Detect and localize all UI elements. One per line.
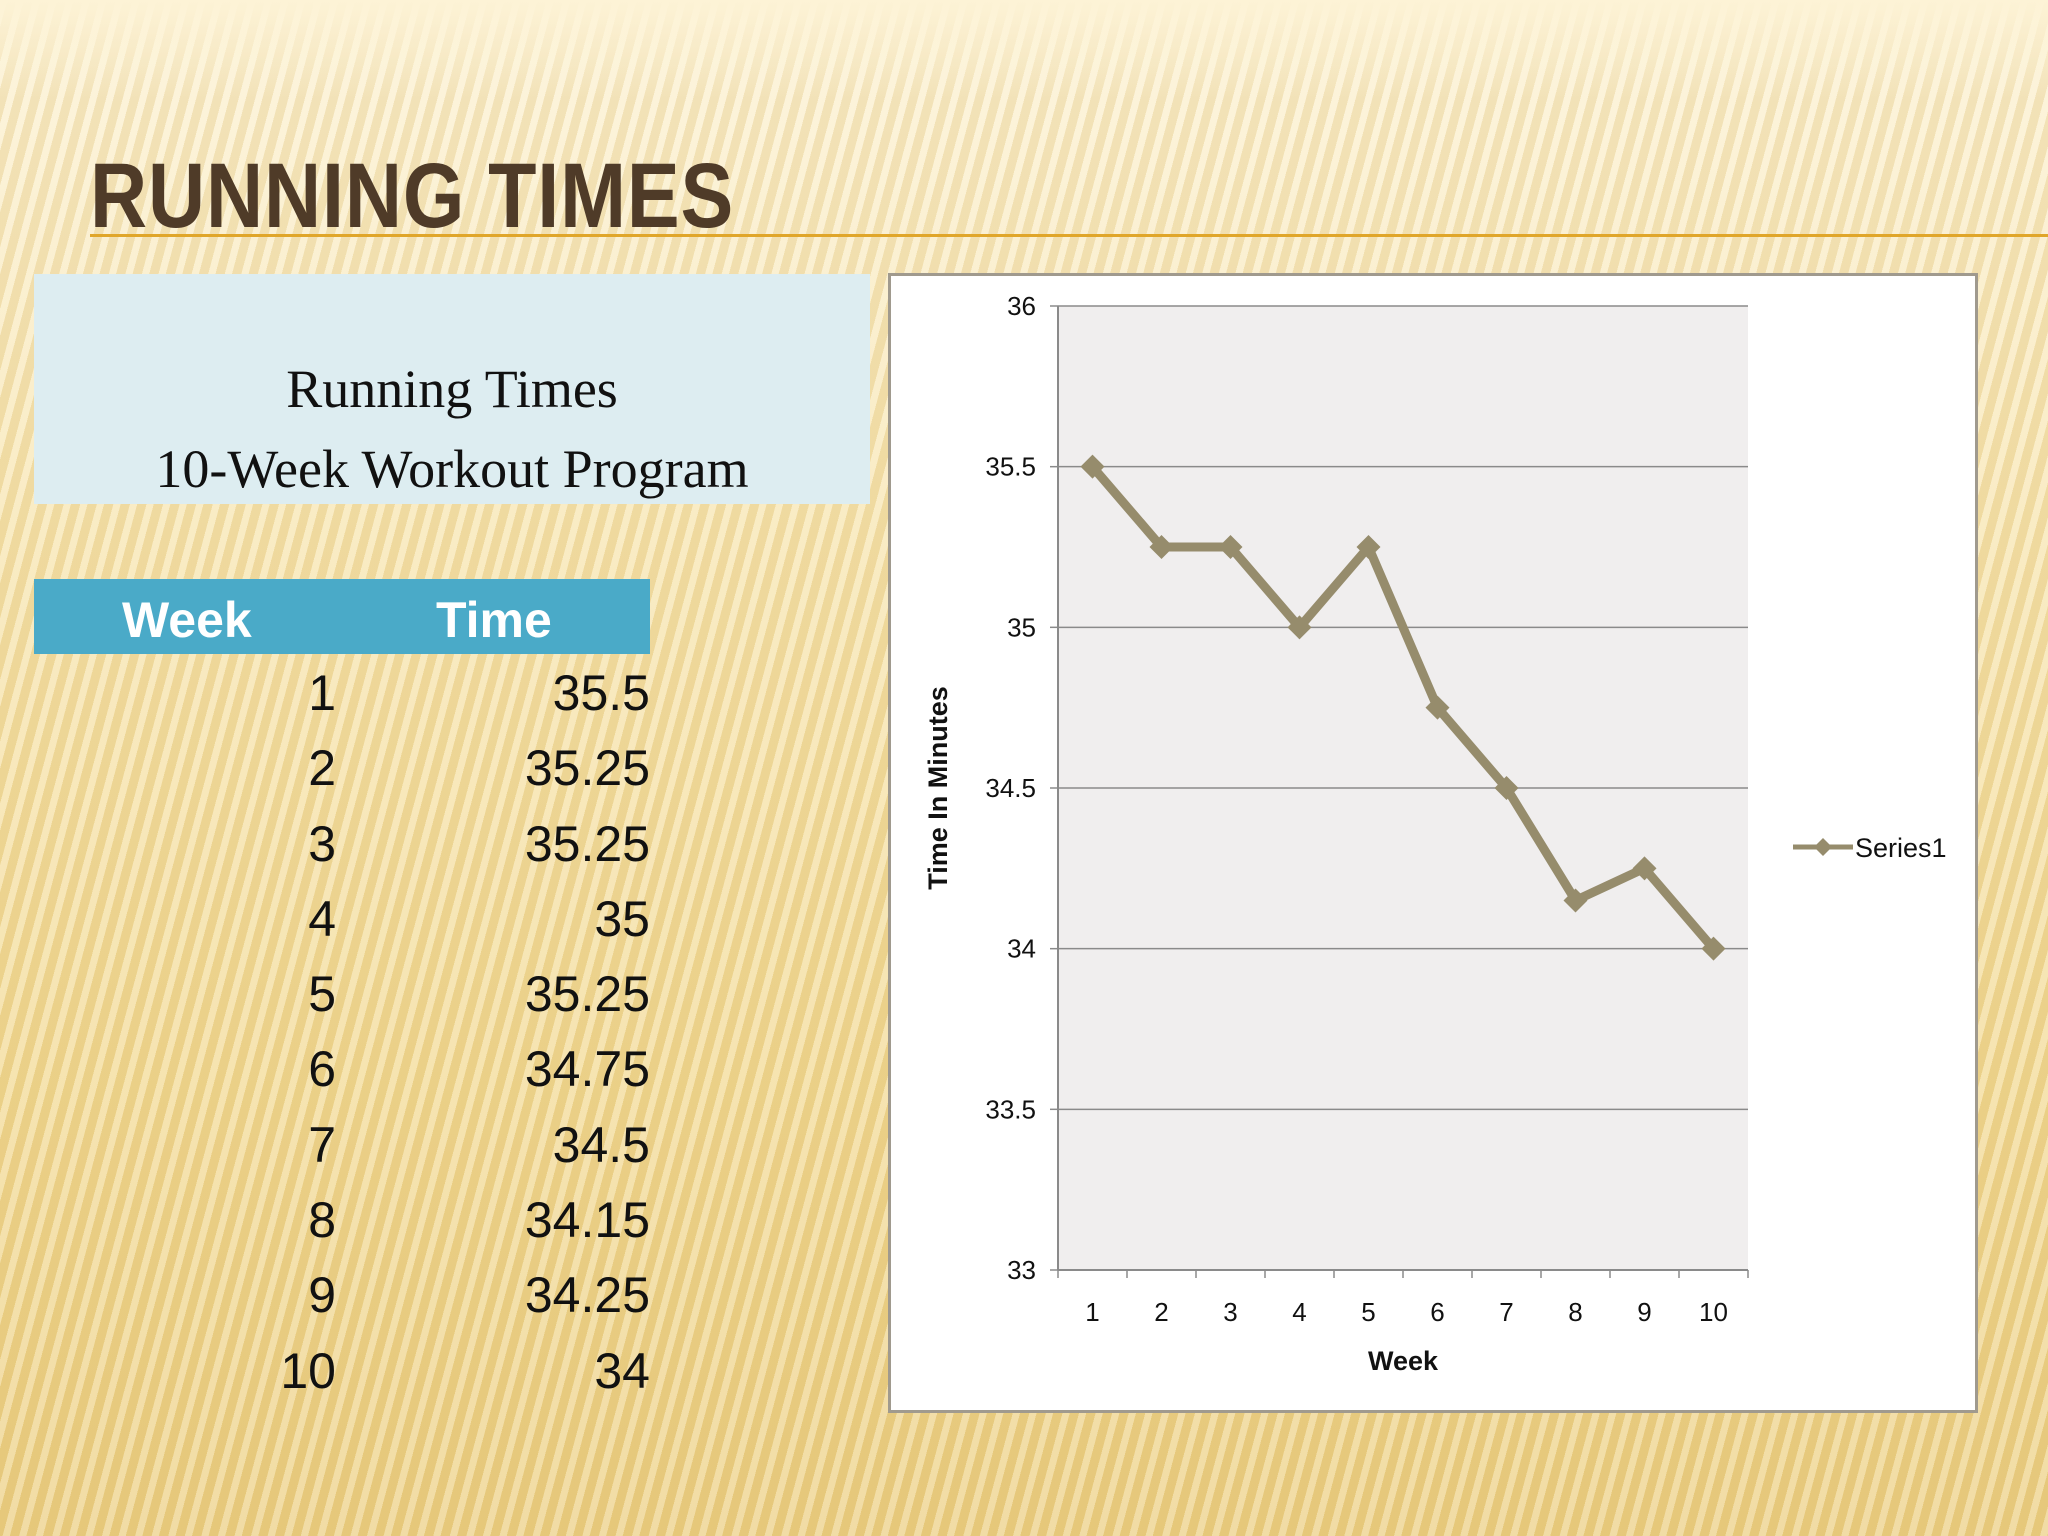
cell-week: 10 bbox=[280, 1342, 336, 1399]
line-chart: 33 33.5 34 34.5 35 35.5 36 1 2 3 4 5 6 7 8 9 10 Series1… bbox=[888, 273, 1978, 1413]
info-box-subtitle: 10-Week Workout Program bbox=[155, 439, 749, 499]
x-tick-label: 2 bbox=[1154, 1297, 1168, 1327]
x-axis-title: Week bbox=[1368, 1346, 1439, 1376]
y-tick-label: 33.5 bbox=[985, 1094, 1036, 1124]
table-row: 8 34.15 bbox=[34, 1181, 650, 1256]
y-tick-label: 34.5 bbox=[985, 773, 1036, 803]
table-header: Week Time bbox=[34, 579, 650, 654]
legend-label: Series1 bbox=[1855, 833, 1947, 863]
x-tick-label: 10 bbox=[1699, 1297, 1728, 1327]
table-row: 5 35.25 bbox=[34, 955, 650, 1030]
data-point bbox=[1701, 936, 1726, 961]
cell-week: 7 bbox=[308, 1116, 336, 1173]
x-tick-label: 5 bbox=[1361, 1297, 1375, 1327]
cell-week: 1 bbox=[308, 665, 336, 721]
cell-week: 4 bbox=[308, 890, 336, 947]
x-tick-label: 9 bbox=[1637, 1297, 1651, 1327]
table-row: 7 34.5 bbox=[34, 1106, 650, 1181]
cell-week: 5 bbox=[308, 966, 336, 1023]
cell-time: 34.15 bbox=[524, 1192, 650, 1249]
cell-time: 35.25 bbox=[524, 966, 650, 1023]
table-row: 4 35 bbox=[34, 880, 650, 955]
data-point bbox=[1563, 888, 1588, 913]
x-tick-label: 8 bbox=[1568, 1297, 1582, 1327]
y-tick-label: 36 bbox=[1007, 291, 1036, 321]
table-row: 3 35.25 bbox=[34, 805, 650, 880]
y-tick-label: 35 bbox=[1007, 612, 1036, 642]
data-point bbox=[1356, 535, 1381, 559]
table-row: 6 34.75 bbox=[34, 1030, 650, 1105]
table-row: 9 34.25 bbox=[34, 1256, 650, 1331]
header-time: Time bbox=[436, 592, 552, 648]
info-box-title: Running Times bbox=[286, 359, 618, 419]
data-point bbox=[1080, 454, 1105, 479]
cell-week: 2 bbox=[308, 740, 336, 797]
cell-week: 8 bbox=[308, 1192, 336, 1249]
data-point bbox=[1287, 615, 1312, 640]
cell-time: 35 bbox=[594, 890, 650, 947]
cell-time: 35.25 bbox=[524, 815, 650, 872]
cell-time: 35.25 bbox=[524, 740, 650, 797]
cell-week: 3 bbox=[308, 815, 336, 872]
cell-time: 34.75 bbox=[524, 1041, 650, 1098]
x-tick-label: 1 bbox=[1085, 1297, 1099, 1327]
data-table: Week Time 1 35.5 2 35.25 3 35.25 4 35 5 35.25… bbox=[34, 579, 650, 1407]
cell-week: 9 bbox=[308, 1267, 336, 1324]
table-row: 10 34 bbox=[34, 1332, 650, 1407]
x-tick-label: 3 bbox=[1223, 1297, 1237, 1327]
legend-marker bbox=[1814, 838, 1832, 856]
cell-time: 34.25 bbox=[524, 1267, 650, 1324]
background-top-fade bbox=[0, 0, 2048, 100]
x-tick-label: 7 bbox=[1499, 1297, 1513, 1327]
data-point bbox=[1632, 856, 1657, 881]
title-rule bbox=[90, 234, 2048, 237]
cell-time: 34 bbox=[594, 1342, 650, 1399]
cell-week: 6 bbox=[308, 1041, 336, 1098]
table-row: 2 35.25 bbox=[34, 729, 650, 804]
y-tick-label: 34 bbox=[1007, 934, 1036, 964]
table-row: 1 35.5 bbox=[34, 654, 650, 729]
data-point bbox=[1425, 695, 1450, 720]
x-tick-label: 6 bbox=[1430, 1297, 1444, 1327]
data-point bbox=[1494, 776, 1519, 800]
data-point bbox=[1149, 535, 1174, 559]
cell-time: 34.5 bbox=[552, 1116, 650, 1173]
data-point bbox=[1218, 535, 1243, 559]
y-tick-label: 35.5 bbox=[985, 452, 1036, 482]
cell-time: 35.5 bbox=[552, 665, 650, 721]
header-week: Week bbox=[122, 592, 252, 648]
info-box: Running Times 10-Week Workout Program bbox=[34, 274, 870, 504]
slide-title: RUNNING TIMES bbox=[90, 145, 735, 247]
y-axis-title: Time In Minutes bbox=[923, 686, 953, 890]
y-tick-label: 33 bbox=[1007, 1255, 1036, 1285]
x-tick-label: 4 bbox=[1292, 1297, 1306, 1327]
series-line bbox=[1089, 463, 1717, 952]
